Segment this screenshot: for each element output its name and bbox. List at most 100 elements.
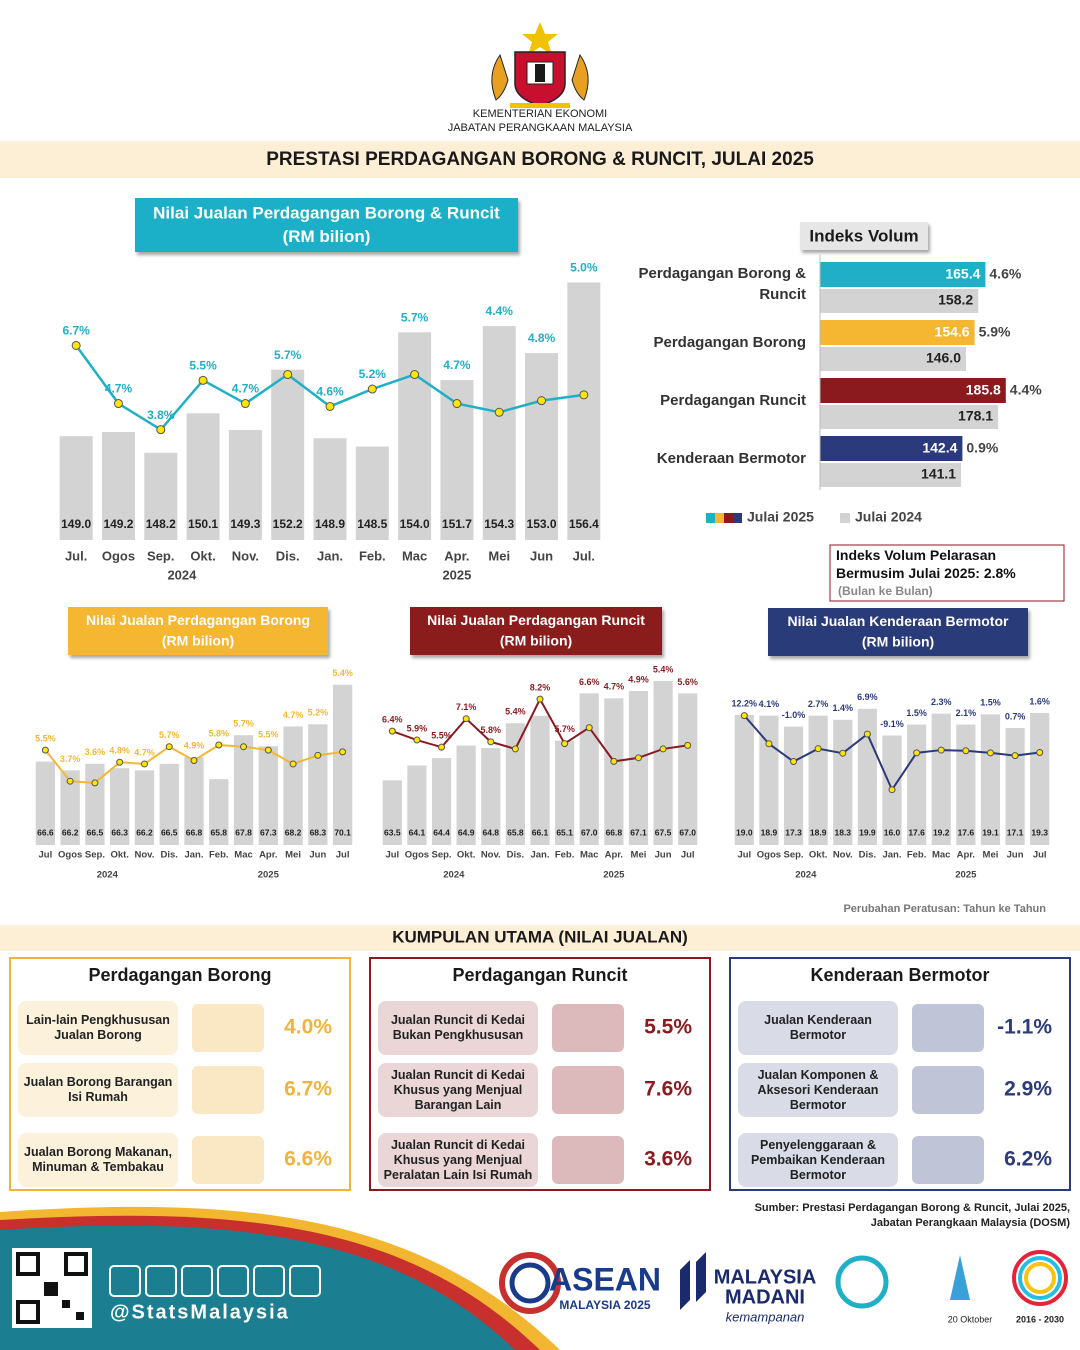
growth-label: 5.4% <box>505 707 526 717</box>
x-tick-label: Mei <box>631 850 647 861</box>
x-tick-label: Okt. <box>190 548 215 563</box>
x-tick-label: Dis. <box>276 548 300 563</box>
growth-label: 5.9% <box>407 723 428 733</box>
growth-label: 5.5% <box>431 731 452 741</box>
item-label: Lain-lain Pengkhususan Jualan Borong <box>26 1013 170 1042</box>
item-value: 5.5% <box>644 1016 692 1039</box>
asean-logo: ASEAN <box>549 1261 661 1297</box>
growth-label: 5.4% <box>332 668 353 678</box>
bar-value-label: 154.3 <box>484 517 514 531</box>
item-pill <box>738 1063 898 1117</box>
item-pill <box>738 1133 898 1187</box>
growth-label: 4.7% <box>443 358 471 372</box>
growth-point <box>116 758 124 766</box>
bar <box>980 714 1001 845</box>
x-tick-label: Sep. <box>432 850 452 861</box>
growth-label: 5.7% <box>274 348 302 362</box>
chart-title: Nilai Jualan Perdagangan Borong <box>86 612 310 628</box>
bar-value-label: 18.9 <box>810 827 827 837</box>
bar-value-label: 65.8 <box>507 827 524 837</box>
coat-of-arms <box>491 22 589 108</box>
x-tick-label: Mei <box>488 548 510 563</box>
item-label-frame: Lain-lain Pengkhususan Jualan Borong <box>26 1013 170 1042</box>
bar-value-label: 16.0 <box>884 827 901 837</box>
growth-label: 1.5% <box>980 698 1001 708</box>
x-tick-label: Jun <box>530 548 553 563</box>
x-tick-label: Okt. <box>110 850 128 861</box>
bar-value-label: 149.3 <box>230 517 260 531</box>
bar <box>820 320 975 345</box>
growth-point <box>140 760 148 768</box>
x-tick-label: Ogos <box>58 850 82 861</box>
x-tick-label: Jun <box>655 850 672 861</box>
growth-label: 3.6% <box>85 747 106 757</box>
growth-point <box>585 724 593 732</box>
x-tick-label: Ogos <box>757 850 781 861</box>
bar-value-label: 66.2 <box>136 827 153 837</box>
item-pill <box>738 1001 898 1055</box>
bar <box>159 763 179 845</box>
bar <box>1030 712 1050 845</box>
growth-label: 4.6% <box>316 385 344 399</box>
growth-point <box>462 715 470 723</box>
growth-label: 4.4% <box>486 304 514 318</box>
x-tick-label: Jun <box>1007 850 1024 861</box>
bar <box>59 436 93 540</box>
x-tick-label: Jul <box>681 850 695 861</box>
growth-label: 5.7% <box>401 310 429 324</box>
growth-label: 5.2% <box>308 708 329 718</box>
bar-value-label: 65.1 <box>556 827 573 837</box>
chart-title-box <box>135 198 518 252</box>
growth-label: 6.9% <box>857 692 878 702</box>
growth-label: 6.6% <box>579 677 600 687</box>
item-label: Jualan Runcit di Kedai Khusus yang Menju… <box>383 1137 533 1182</box>
x-group-label: 2025 <box>442 567 471 582</box>
growth-label: 5.5% <box>35 734 56 744</box>
item-label: Jualan Runcit di Kedai Khusus yang Menju… <box>390 1067 526 1112</box>
bar <box>820 347 966 371</box>
growth-point <box>190 757 198 764</box>
legend-swatch <box>715 513 724 523</box>
item-icon <box>552 1004 624 1052</box>
growth-point <box>487 738 495 746</box>
growth-point <box>438 743 446 751</box>
growth-point <box>863 730 871 738</box>
growth-label: 4.7% <box>134 747 155 757</box>
x-tick-label: Mac <box>580 850 598 861</box>
change-label: 4.4% <box>1010 382 1042 398</box>
legend-label: Julai 2025 <box>747 509 814 525</box>
note: Indeks Volum Pelarasan Bermusim Julai 20… <box>836 547 1016 581</box>
x-tick-label: Jul <box>385 850 399 861</box>
change-label: 0.9% <box>966 440 998 456</box>
growth-point <box>289 760 297 768</box>
item-value: 3.6% <box>644 1148 692 1171</box>
legend-swatch <box>724 513 733 523</box>
growth-label: 5.5% <box>189 358 217 372</box>
growth-label: 4.7% <box>105 382 133 396</box>
bar-value-label: 146.0 <box>926 350 961 366</box>
bar-value-label: 66.2 <box>62 827 79 837</box>
note-box <box>829 544 1065 602</box>
bar <box>956 724 976 845</box>
growth-label: 6.7% <box>62 324 90 338</box>
growth-label: 6.4% <box>382 715 403 725</box>
growth-point <box>339 748 347 756</box>
item-value: 7.6% <box>644 1078 692 1101</box>
bar <box>820 289 979 313</box>
sdg-years: 2016 - 2030 <box>1016 1314 1064 1324</box>
bar-value-label: 64.4 <box>433 827 450 837</box>
item-label: Penyelenggaraan & Pembaikan Kenderaan Be… <box>750 1137 886 1182</box>
bar <box>134 770 155 845</box>
chart-title-box <box>768 608 1028 656</box>
item-label: Jualan Borong Makanan, Minuman & Tembaka… <box>24 1145 172 1174</box>
bar-value-label: 66.6 <box>37 827 54 837</box>
growth-point <box>962 747 970 755</box>
growth-label: 8.2% <box>530 683 551 693</box>
item-pill <box>18 1133 178 1187</box>
growth-label: 5.7% <box>554 724 575 734</box>
bar-value-label: 64.9 <box>458 827 475 837</box>
x-tick-label: Jan. <box>317 548 343 563</box>
legend-swatch <box>840 513 850 523</box>
growth-label: 4.9% <box>628 674 649 684</box>
